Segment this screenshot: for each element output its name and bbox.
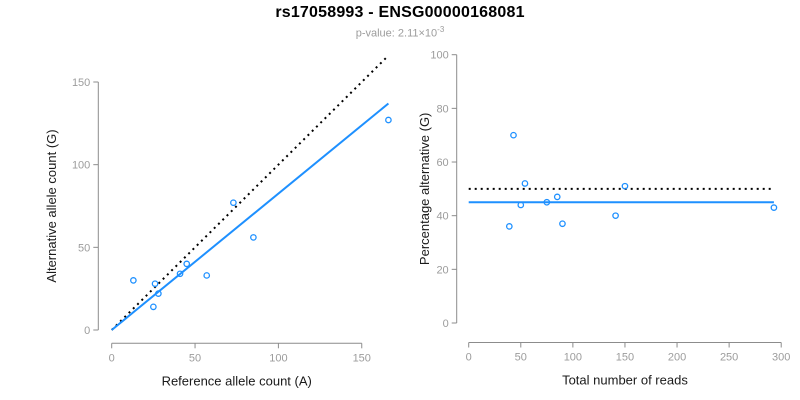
data-point bbox=[621, 182, 629, 190]
data-point bbox=[203, 272, 211, 279]
left-plot: 0 50 100 150 0 50 100 150 Reference allele count… bbox=[44, 56, 392, 388]
x-tick-label: 50 bbox=[515, 352, 527, 364]
data-point bbox=[505, 223, 513, 230]
x-tick-label: 0 bbox=[109, 352, 115, 364]
data-point bbox=[130, 277, 137, 284]
identity-line bbox=[110, 56, 388, 331]
x-tick-label: 0 bbox=[466, 352, 472, 364]
data-point bbox=[151, 280, 159, 288]
y-tick-label: 150 bbox=[72, 77, 90, 89]
y-tick-label: 40 bbox=[436, 211, 448, 223]
y-tick-label: 100 bbox=[72, 160, 90, 172]
data-point bbox=[521, 180, 529, 187]
data-point bbox=[155, 290, 162, 297]
figure-header: rs17058993 - ENSG00000168081 p-value: 2.… bbox=[0, 0, 800, 40]
y-tick-label: 80 bbox=[436, 103, 448, 115]
x-axis-title: Reference allele count (A) bbox=[162, 373, 312, 388]
plot-title: rs17058993 - ENSG00000168081 bbox=[275, 4, 525, 21]
y-axis-title: Alternative allele count (G) bbox=[44, 129, 59, 282]
data-point bbox=[230, 199, 237, 207]
y-tick-label: 100 bbox=[430, 50, 448, 62]
p-value-exponent: -3 bbox=[437, 25, 445, 34]
fit-line bbox=[111, 102, 390, 331]
x-tick-label: 300 bbox=[772, 352, 790, 364]
data-point bbox=[612, 212, 619, 220]
data-point bbox=[543, 198, 551, 206]
x-tick-label: 100 bbox=[269, 352, 287, 364]
right-plot: 0 20 40 60 80 100 0 50 100 150 200 250 300 Total numb… bbox=[417, 50, 790, 388]
data-point bbox=[183, 260, 191, 268]
y-tick-label: 0 bbox=[84, 325, 90, 337]
data-point bbox=[385, 116, 392, 124]
data-point bbox=[517, 201, 525, 209]
p-value-base: p-value: 2.11×10 bbox=[355, 27, 438, 40]
x-tick-label: 50 bbox=[189, 352, 201, 364]
x-tick-label: 150 bbox=[353, 352, 371, 364]
y-tick-label: 0 bbox=[443, 318, 449, 330]
y-tick-label: 20 bbox=[436, 264, 448, 276]
x-tick-label: 250 bbox=[720, 352, 738, 364]
x-tick-label: 100 bbox=[564, 352, 582, 364]
data-point bbox=[770, 204, 778, 211]
x-tick-label: 200 bbox=[668, 352, 686, 364]
data-point bbox=[250, 234, 257, 241]
data-point bbox=[176, 270, 184, 278]
data-point bbox=[510, 131, 517, 139]
x-tick-label: 150 bbox=[616, 352, 634, 364]
y-tick-label: 50 bbox=[78, 242, 90, 254]
data-point bbox=[553, 193, 561, 201]
x-axis-title: Total number of reads bbox=[562, 373, 688, 388]
y-tick-label: 60 bbox=[436, 157, 448, 169]
data-point bbox=[150, 303, 157, 311]
y-axis-title: Percentage alternative (G) bbox=[417, 113, 432, 265]
p-value-subtitle: p-value: 2.11×10-3 bbox=[0, 25, 800, 40]
data-point bbox=[559, 220, 566, 228]
